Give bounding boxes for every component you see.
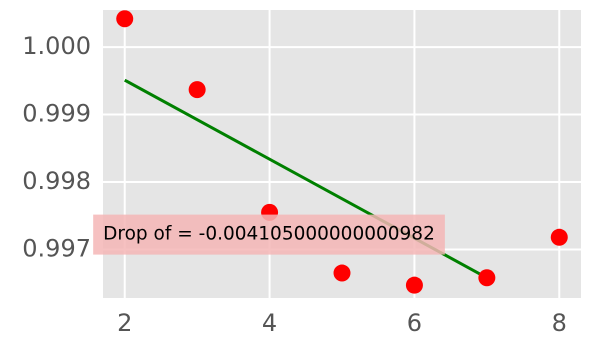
data-point xyxy=(116,10,134,28)
plot-area xyxy=(103,10,581,298)
data-point xyxy=(333,264,351,282)
data-point xyxy=(550,228,568,246)
y-tick-label: 0.999 xyxy=(22,100,91,128)
x-tick-label: 6 xyxy=(407,309,422,337)
y-tick-label: 0.998 xyxy=(22,167,91,195)
data-point xyxy=(478,269,496,287)
y-axis-tick-labels: 0.997 0.998 0.999 1.000 xyxy=(22,32,91,262)
data-point xyxy=(188,81,206,99)
x-tick-label: 2 xyxy=(117,309,132,337)
annotation: Drop of = -0.004105000000000982 xyxy=(93,214,445,255)
annotation-text: Drop of = -0.004105000000000982 xyxy=(103,224,435,245)
y-tick-label: 0.997 xyxy=(22,234,91,262)
x-tick-label: 8 xyxy=(552,309,567,337)
data-point xyxy=(405,276,423,294)
x-axis-tick-labels: 2 4 6 8 xyxy=(117,309,567,337)
annotation-box xyxy=(93,214,445,255)
x-tick-label: 4 xyxy=(262,309,277,337)
y-tick-label: 1.000 xyxy=(22,32,91,60)
